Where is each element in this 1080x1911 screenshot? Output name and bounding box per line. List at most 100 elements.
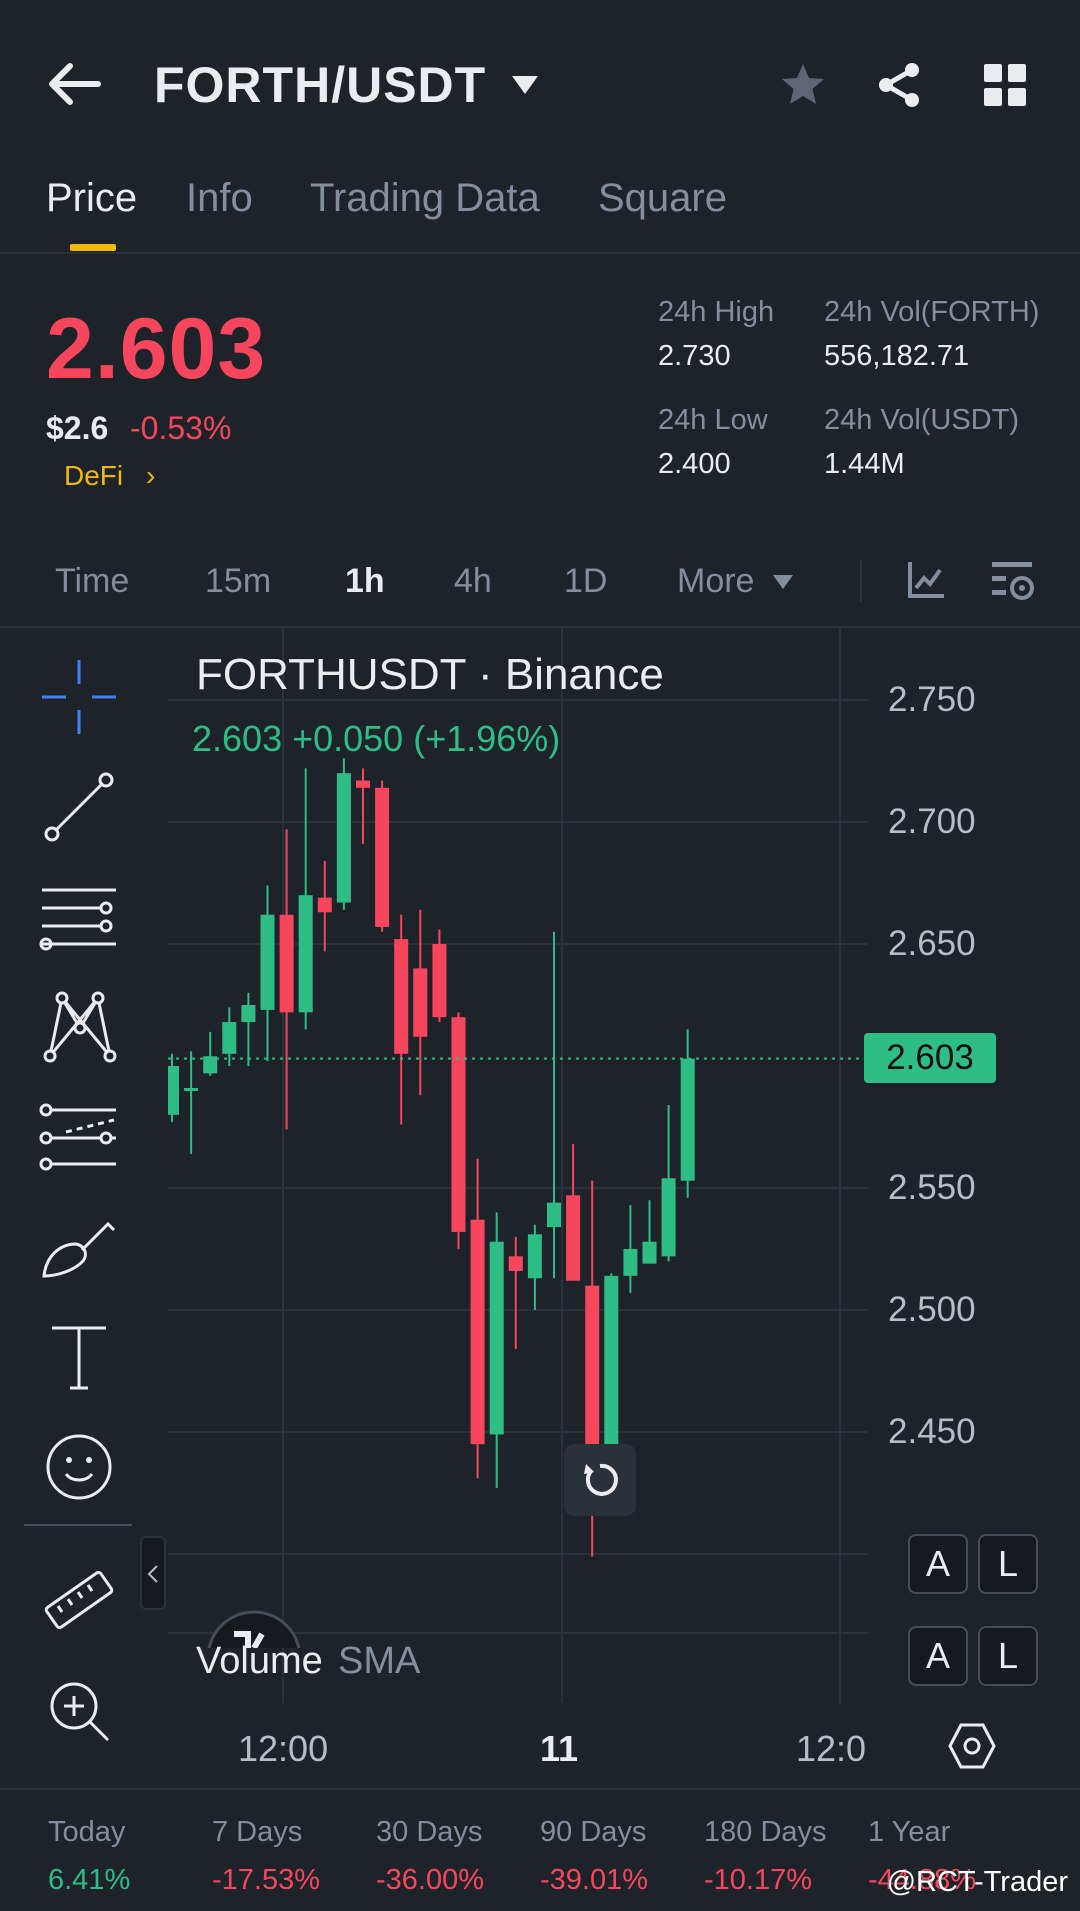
- auto-scale-button[interactable]: A: [908, 1534, 968, 1594]
- stat-vol-quote-label: 24h Vol(USDT): [824, 404, 1020, 436]
- emoji-icon[interactable]: [36, 1424, 122, 1510]
- reset-icon: [584, 1463, 618, 1496]
- x-axis-tick: 12:00: [238, 1728, 329, 1769]
- tab-trading-data[interactable]: Trading Data: [310, 176, 540, 220]
- interval-4h[interactable]: 4h: [454, 562, 492, 600]
- interval-15m[interactable]: 15m: [205, 562, 272, 600]
- stat-vol-base-label: 24h Vol(FORTH): [824, 296, 1040, 328]
- pair-title[interactable]: FORTH/USDT: [154, 57, 487, 113]
- perf-label[interactable]: 1 Year: [868, 1816, 951, 1848]
- candle-body: [451, 1017, 466, 1232]
- y-axis-tick: 2.750: [888, 680, 976, 719]
- candle-body: [394, 939, 409, 1054]
- candle-body: [260, 914, 275, 1010]
- candle-body: [356, 780, 370, 788]
- candle-body: [470, 1219, 485, 1445]
- candle-body: [168, 1066, 179, 1115]
- stat-high-value: 2.730: [658, 340, 731, 372]
- volume-auto-scale-button[interactable]: A: [908, 1626, 968, 1686]
- stat-high-label: 24h High: [658, 296, 775, 328]
- brush-icon[interactable]: [36, 1204, 122, 1290]
- stat-vol-quote-value: 1.44M: [824, 448, 905, 480]
- performance-strip: Today 6.41% 7 Days -17.53% 30 Days -36.0…: [0, 1788, 1080, 1911]
- share-icon[interactable]: [874, 60, 924, 110]
- candlestick-chart[interactable]: [168, 628, 1080, 1788]
- y-axis-tick: 2.550: [888, 1168, 976, 1207]
- perf-label[interactable]: 90 Days: [540, 1816, 647, 1848]
- zoom-in-icon[interactable]: [36, 1668, 122, 1754]
- price-chart[interactable]: FORTHUSDT · Binance 2.603 +0.050 (+1.96%…: [168, 628, 1080, 1788]
- star-icon[interactable]: [778, 60, 828, 110]
- last-price: 2.603: [46, 301, 267, 397]
- chart-subtitle: 2.603 +0.050 (+1.96%): [192, 718, 561, 759]
- horizontal-lines-icon[interactable]: [36, 874, 122, 960]
- volume-sma-label: SMA: [338, 1640, 421, 1682]
- volume-log-scale-button[interactable]: L: [978, 1626, 1038, 1686]
- perf-label[interactable]: Today: [48, 1816, 126, 1848]
- candle-body: [375, 787, 390, 927]
- trendline-icon[interactable]: [36, 764, 122, 850]
- candle-body: [184, 1087, 199, 1091]
- candle-body: [642, 1241, 657, 1264]
- perf-label[interactable]: 180 Days: [704, 1816, 827, 1848]
- drawing-toolbar: [0, 628, 152, 1788]
- candle-body: [432, 944, 447, 1018]
- toolbar-divider: [24, 1524, 132, 1526]
- tab-price[interactable]: Price: [46, 176, 138, 220]
- chevron-right-icon[interactable]: ›: [146, 460, 156, 491]
- candle-body: [680, 1058, 695, 1181]
- volume-label: Volume: [196, 1640, 323, 1682]
- interval-time[interactable]: Time: [55, 562, 130, 600]
- candle-body: [241, 1005, 256, 1023]
- interval-more[interactable]: More: [677, 562, 755, 600]
- crosshair-icon[interactable]: [36, 654, 122, 740]
- perf-value: -44.88%: [868, 1864, 977, 1896]
- x-axis-tick: 11: [540, 1728, 579, 1769]
- reset-chart-button[interactable]: [564, 1444, 636, 1516]
- pattern-icon[interactable]: [36, 984, 122, 1070]
- text-tool-icon[interactable]: [36, 1314, 122, 1400]
- current-price-tag: 2.603: [864, 1033, 996, 1083]
- x-axis-tick: 12:0: [796, 1728, 867, 1769]
- tab-square[interactable]: Square: [598, 176, 727, 220]
- sector-tag[interactable]: DeFi: [64, 460, 124, 491]
- candle-body: [298, 895, 313, 1013]
- candle-body: [336, 773, 351, 903]
- toolbar-collapse-handle[interactable]: [140, 1536, 166, 1610]
- watermark: @RCT-Trader: [886, 1866, 1068, 1898]
- interval-1d[interactable]: 1D: [564, 562, 608, 600]
- perf-value: -17.53%: [212, 1864, 321, 1896]
- y-axis-tick: 2.700: [888, 802, 976, 841]
- candle-body: [661, 1178, 676, 1257]
- chart-title: FORTHUSDT · Binance: [196, 650, 664, 699]
- perf-label[interactable]: 30 Days: [376, 1816, 483, 1848]
- perf-value: -10.17%: [704, 1864, 813, 1896]
- perf-value: -36.00%: [376, 1864, 485, 1896]
- candle-body: [508, 1256, 523, 1271]
- divider: [860, 560, 862, 602]
- tab-info[interactable]: Info: [186, 176, 253, 220]
- perf-label[interactable]: 7 Days: [212, 1816, 303, 1848]
- log-scale-button[interactable]: L: [978, 1534, 1038, 1594]
- price-change: -0.53%: [130, 410, 232, 446]
- arrow-left-icon[interactable]: [46, 62, 102, 106]
- active-tab-indicator: [70, 244, 116, 251]
- candle-body: [317, 897, 332, 913]
- interval-1h[interactable]: 1h: [345, 562, 385, 600]
- fibonacci-icon[interactable]: [36, 1094, 122, 1180]
- candle-body: [566, 1195, 581, 1281]
- indicator-chart-icon[interactable]: [906, 560, 946, 600]
- stat-vol-base-value: 556,182.71: [824, 340, 970, 372]
- ruler-icon[interactable]: [36, 1558, 122, 1644]
- y-axis-tick: 2.650: [888, 924, 976, 963]
- chevron-left-icon: [147, 1565, 158, 1583]
- caret-down-icon[interactable]: [772, 574, 794, 590]
- top-bar: FORTH/USDT: [0, 0, 1080, 170]
- hexagon-settings-icon[interactable]: [946, 1720, 998, 1772]
- chevron-down-icon[interactable]: [510, 74, 540, 96]
- candle-body: [222, 1022, 237, 1054]
- page-tabs: Price Info Trading Data Square: [0, 170, 1080, 254]
- chart-settings-icon[interactable]: [990, 558, 1036, 604]
- grid-icon[interactable]: [980, 60, 1030, 110]
- price-usd: $2.6: [46, 410, 109, 446]
